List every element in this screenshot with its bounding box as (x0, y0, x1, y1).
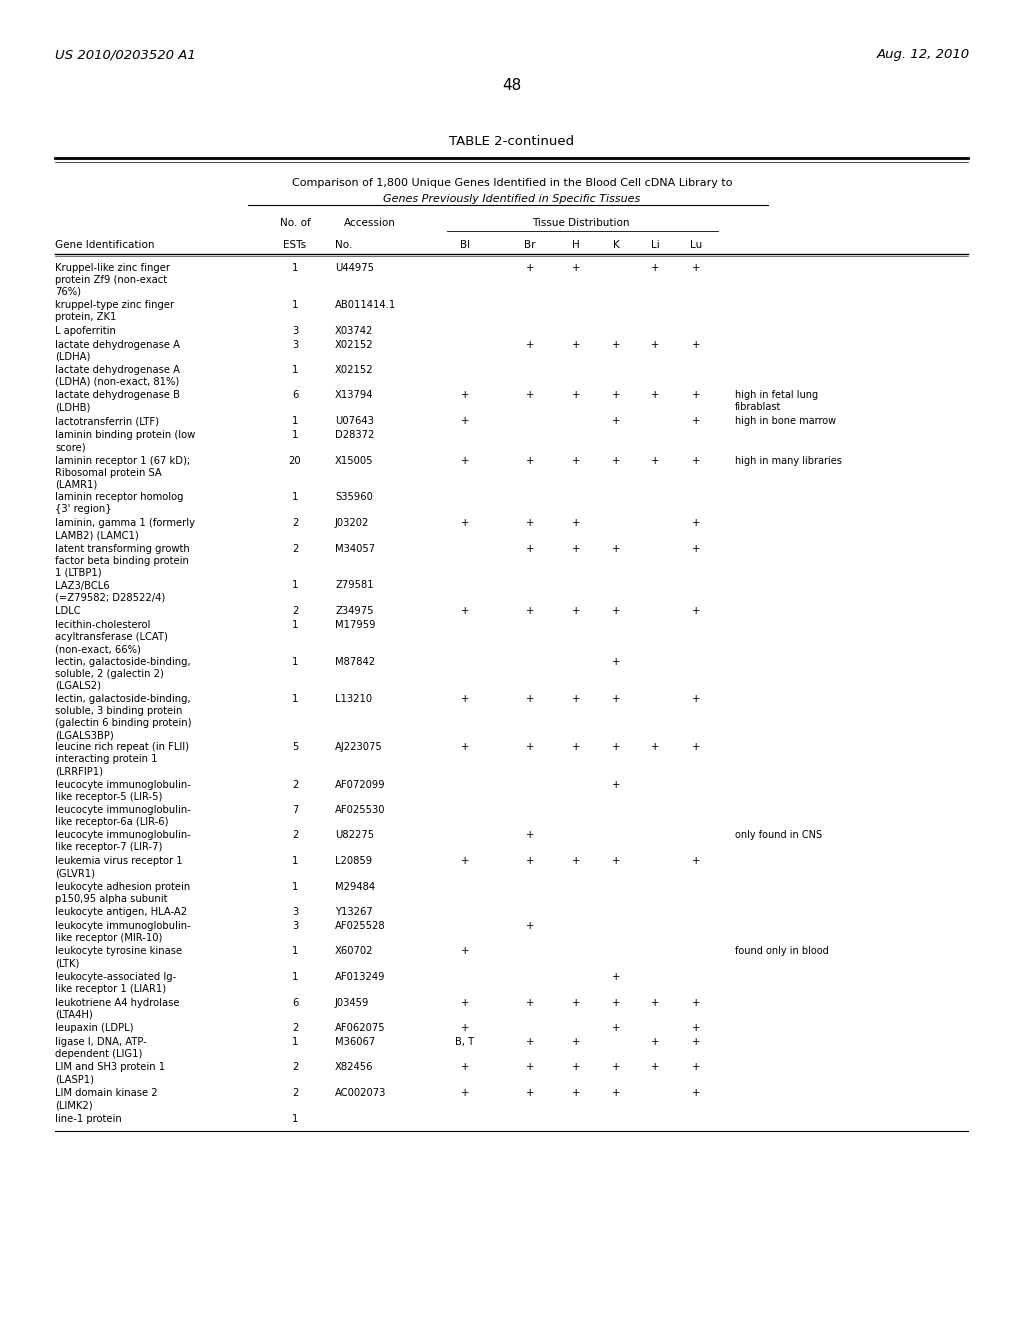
Text: LDLC: LDLC (55, 606, 81, 616)
Text: +: + (461, 455, 469, 466)
Text: +: + (611, 339, 621, 350)
Text: +: + (611, 391, 621, 400)
Text: +: + (525, 1088, 535, 1098)
Text: leucine rich repeat (in FLII)
interacting protein 1
(LRRFIP1): leucine rich repeat (in FLII) interactin… (55, 742, 189, 776)
Text: AJ223075: AJ223075 (335, 742, 383, 752)
Text: X02152: X02152 (335, 339, 374, 350)
Text: 6: 6 (292, 391, 298, 400)
Text: +: + (525, 694, 535, 704)
Text: lecithin-cholesterol
acyltransferase (LCAT)
(non-exact, 66%): lecithin-cholesterol acyltransferase (LC… (55, 620, 168, 653)
Text: +: + (571, 339, 581, 350)
Text: +: + (461, 391, 469, 400)
Text: high in bone marrow: high in bone marrow (735, 416, 837, 426)
Text: ligase I, DNA, ATP-
dependent (LIG1): ligase I, DNA, ATP- dependent (LIG1) (55, 1038, 146, 1059)
Text: +: + (461, 1088, 469, 1098)
Text: +: + (692, 455, 700, 466)
Text: +: + (611, 998, 621, 1007)
Text: 1: 1 (292, 657, 298, 667)
Text: leucocyte immunoglobulin-
like receptor-7 (LIR-7): leucocyte immunoglobulin- like receptor-… (55, 830, 190, 853)
Text: +: + (692, 391, 700, 400)
Text: +: + (651, 455, 659, 466)
Text: AF013249: AF013249 (335, 972, 385, 982)
Text: +: + (692, 855, 700, 866)
Text: D28372: D28372 (335, 430, 375, 440)
Text: +: + (611, 1063, 621, 1072)
Text: +: + (692, 339, 700, 350)
Text: 1: 1 (292, 972, 298, 982)
Text: +: + (525, 455, 535, 466)
Text: only found in CNS: only found in CNS (735, 830, 822, 841)
Text: leukemia virus receptor 1
(GLVR1): leukemia virus receptor 1 (GLVR1) (55, 855, 182, 878)
Text: X60702: X60702 (335, 946, 374, 957)
Text: +: + (692, 742, 700, 752)
Text: L13210: L13210 (335, 694, 372, 704)
Text: +: + (651, 339, 659, 350)
Text: +: + (461, 606, 469, 616)
Text: LAZ3/BCL6
(=Z79582; D28522/4): LAZ3/BCL6 (=Z79582; D28522/4) (55, 581, 165, 602)
Text: high in fetal lung
fibrablast: high in fetal lung fibrablast (735, 391, 818, 412)
Text: +: + (571, 855, 581, 866)
Text: Lu: Lu (690, 240, 702, 249)
Text: 3: 3 (292, 907, 298, 917)
Text: Aug. 12, 2010: Aug. 12, 2010 (877, 48, 970, 61)
Text: line-1 protein: line-1 protein (55, 1114, 122, 1123)
Text: M17959: M17959 (335, 620, 376, 630)
Text: M29484: M29484 (335, 882, 375, 891)
Text: 6: 6 (292, 998, 298, 1007)
Text: +: + (571, 694, 581, 704)
Text: S35960: S35960 (335, 492, 373, 503)
Text: 2: 2 (292, 606, 298, 616)
Text: lectin, galactoside-binding,
soluble, 3 binding protein
(galectin 6 binding prot: lectin, galactoside-binding, soluble, 3 … (55, 694, 191, 741)
Text: K: K (612, 240, 620, 249)
Text: Z79581: Z79581 (335, 581, 374, 590)
Text: 2: 2 (292, 1023, 298, 1034)
Text: +: + (611, 742, 621, 752)
Text: +: + (461, 517, 469, 528)
Text: No.: No. (335, 240, 352, 249)
Text: +: + (611, 1023, 621, 1034)
Text: +: + (571, 455, 581, 466)
Text: laminin, gamma 1 (formerly
LAMB2) (LAMC1): laminin, gamma 1 (formerly LAMB2) (LAMC1… (55, 517, 195, 540)
Text: J03202: J03202 (335, 517, 370, 528)
Text: +: + (525, 998, 535, 1007)
Text: 2: 2 (292, 780, 298, 789)
Text: 1: 1 (292, 1038, 298, 1047)
Text: +: + (525, 921, 535, 931)
Text: latent transforming growth
factor beta binding protein
1 (LTBP1): latent transforming growth factor beta b… (55, 544, 189, 578)
Text: M36067: M36067 (335, 1038, 375, 1047)
Text: +: + (692, 1023, 700, 1034)
Text: +: + (571, 1063, 581, 1072)
Text: +: + (461, 1063, 469, 1072)
Text: Y13267: Y13267 (335, 907, 373, 917)
Text: +: + (651, 1063, 659, 1072)
Text: +: + (461, 742, 469, 752)
Text: 2: 2 (292, 1088, 298, 1098)
Text: X02152: X02152 (335, 366, 374, 375)
Text: +: + (461, 855, 469, 866)
Text: 1: 1 (292, 430, 298, 440)
Text: +: + (461, 946, 469, 957)
Text: LIM and SH3 protein 1
(LASP1): LIM and SH3 protein 1 (LASP1) (55, 1063, 165, 1085)
Text: 2: 2 (292, 1063, 298, 1072)
Text: +: + (692, 416, 700, 426)
Text: +: + (525, 1063, 535, 1072)
Text: +: + (525, 391, 535, 400)
Text: +: + (571, 1088, 581, 1098)
Text: L apoferritin: L apoferritin (55, 326, 116, 335)
Text: ESTs: ESTs (284, 240, 306, 249)
Text: Tissue Distribution: Tissue Distribution (531, 218, 630, 228)
Text: 1: 1 (292, 300, 298, 310)
Text: +: + (692, 1038, 700, 1047)
Text: laminin binding protein (low
score): laminin binding protein (low score) (55, 430, 196, 451)
Text: M87842: M87842 (335, 657, 375, 667)
Text: 3: 3 (292, 921, 298, 931)
Text: +: + (611, 855, 621, 866)
Text: lectin, galactoside-binding,
soluble, 2 (galectin 2)
(LGALS2): lectin, galactoside-binding, soluble, 2 … (55, 657, 190, 690)
Text: leukocyte tyrosine kinase
(LTK): leukocyte tyrosine kinase (LTK) (55, 946, 182, 969)
Text: +: + (692, 263, 700, 273)
Text: +: + (525, 830, 535, 841)
Text: +: + (692, 1063, 700, 1072)
Text: J03459: J03459 (335, 998, 370, 1007)
Text: +: + (525, 517, 535, 528)
Text: +: + (611, 694, 621, 704)
